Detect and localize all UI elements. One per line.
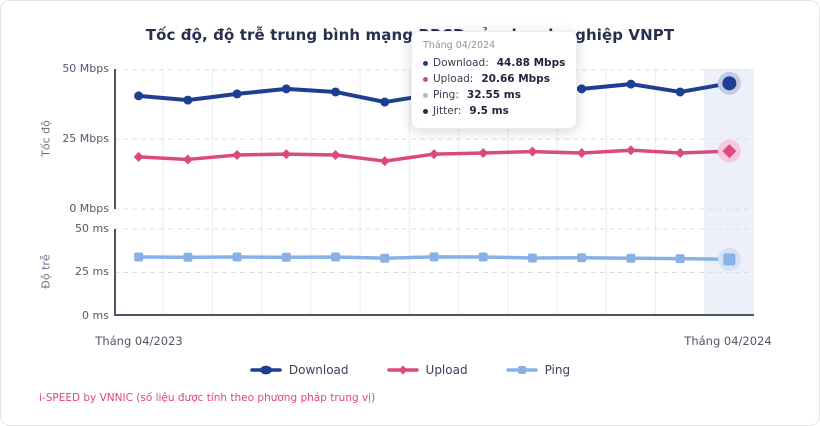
source-note: i-SPEED by VNNIC (số liệu được tính theo… xyxy=(39,392,376,404)
latency-axis-label: Độ trễ xyxy=(39,254,53,289)
chart-title: Tốc độ, độ trễ trung bình mạng BRCĐ của … xyxy=(145,26,675,44)
tooltip-value: 20.66 Mbps xyxy=(481,73,550,85)
tooltip-title: Tháng 04/2024 xyxy=(423,40,496,51)
x-tick-apr-2023: Tháng 04/2023 xyxy=(95,334,183,348)
tooltip-value: 32.55 ms xyxy=(466,89,521,101)
tooltip: Tháng 04/2024 Download: 44.88 Mbps Uploa… xyxy=(411,31,578,129)
legend-item-upload[interactable]: Upload xyxy=(386,363,468,377)
y-tick-latency-0: 0 ms xyxy=(82,309,109,322)
x-tick-apr-2024: Tháng 04/2024 xyxy=(684,334,772,348)
legend: Download Upload Ping xyxy=(1,363,819,377)
tooltip-label: Download: xyxy=(433,57,489,69)
speed-axis-label: Tốc độ xyxy=(39,120,53,157)
legend-label-upload: Upload xyxy=(425,363,468,377)
download-bullet-icon xyxy=(423,60,428,66)
tooltip-label: Jitter: xyxy=(433,105,462,117)
ping-bullet-icon xyxy=(423,92,428,98)
ping-line-marker-icon xyxy=(505,366,538,374)
upload-bullet-icon xyxy=(423,76,428,82)
legend-item-ping[interactable]: Ping xyxy=(505,363,571,377)
legend-label-ping: Ping xyxy=(544,363,571,377)
tooltip-row-upload: Upload: 20.66 Mbps xyxy=(423,71,565,87)
y-tick-speed-50: 50 Mbps xyxy=(62,62,109,75)
tooltip-value: 44.88 Mbps xyxy=(496,57,566,69)
tooltip-value: 9.5 ms xyxy=(469,105,509,117)
tooltip-label: Upload: xyxy=(433,73,474,85)
download-line-marker-icon xyxy=(250,365,282,375)
tooltip-label: Ping: xyxy=(433,89,459,101)
legend-item-download[interactable]: Download xyxy=(250,363,349,377)
jitter-bullet-icon xyxy=(423,108,428,114)
upload-line-marker-icon xyxy=(386,365,419,375)
y-tick-speed-0: 0 Mbps xyxy=(69,202,109,215)
tooltip-row-ping: Ping: 32.55 ms xyxy=(423,87,565,103)
tooltip-row-jitter: Jitter: 9.5 ms xyxy=(423,103,565,119)
legend-label-download: Download xyxy=(288,363,349,377)
y-tick-speed-25: 25 Mbps xyxy=(62,132,109,145)
y-tick-latency-25: 25 ms xyxy=(75,265,109,278)
tooltip-row-download: Download: 44.88 Mbps xyxy=(423,55,565,71)
y-tick-latency-50: 50 ms xyxy=(75,222,109,235)
